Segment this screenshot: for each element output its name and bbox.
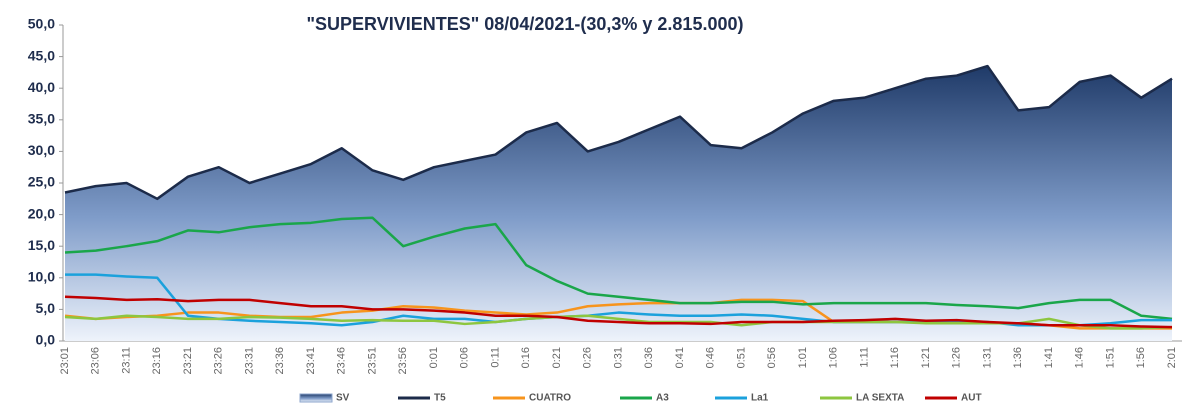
x-tick-label: 23:41 xyxy=(305,347,317,375)
x-tick-label: 0:46 xyxy=(705,347,717,368)
x-tick-label: 1:06 xyxy=(828,347,840,368)
legend-label: A3 xyxy=(656,393,669,404)
x-tick-label: 23:16 xyxy=(151,347,163,375)
x-tick-label: 0:06 xyxy=(459,347,471,368)
x-tick-label: 1:16 xyxy=(889,347,901,368)
x-tick-label: 23:56 xyxy=(397,347,409,375)
x-tick-label: 1:41 xyxy=(1043,347,1055,368)
line xyxy=(64,314,1173,330)
x-tick-label: 0:41 xyxy=(674,347,686,368)
legend-label: CUATRO xyxy=(529,393,571,404)
x-tick-label: 23:11 xyxy=(120,347,132,374)
x-tick-label: 1:46 xyxy=(1074,347,1086,368)
x-tick-label: 23:31 xyxy=(243,347,255,375)
chart-title: "SUPERVIVIENTES" 08/04/2021-(30,3% y 2.8… xyxy=(307,14,744,34)
x-tick-label: 0:01 xyxy=(428,347,440,368)
x-tick-label: 1:56 xyxy=(1135,347,1147,368)
legend-label: T5 xyxy=(434,393,446,404)
x-tick-label: 1:31 xyxy=(981,347,993,368)
y-tick-label: 25,0 xyxy=(28,174,55,190)
x-tick-label: 23:36 xyxy=(274,347,286,375)
x-tick-label: 2:01 xyxy=(1166,347,1178,368)
x-tick-label: 1:36 xyxy=(1012,347,1024,368)
x-tick-label: 0:16 xyxy=(520,347,532,368)
line xyxy=(64,64,1173,201)
y-tick-label: 40,0 xyxy=(28,79,55,95)
y-tick-label: 45,0 xyxy=(28,47,55,63)
x-tick-label: 23:06 xyxy=(90,347,102,375)
x-tick-label: 0:21 xyxy=(551,347,563,368)
y-tick-label: 0,0 xyxy=(36,332,56,348)
x-tick-label: 1:26 xyxy=(951,347,963,368)
x-tick-label: 0:36 xyxy=(643,347,655,368)
x-tick-label: 0:31 xyxy=(612,347,624,368)
x-tick-label: 1:01 xyxy=(797,347,809,368)
y-tick-label: 50,0 xyxy=(28,16,55,32)
x-tick-label: 1:51 xyxy=(1104,347,1116,368)
x-tick-label: 23:21 xyxy=(182,347,194,375)
x-tick-label: 0:56 xyxy=(766,347,778,368)
x-tick-label: 23:26 xyxy=(213,347,225,375)
y-tick-label: 10,0 xyxy=(28,269,55,285)
x-tick-label: 1:21 xyxy=(920,347,932,368)
area xyxy=(65,66,1172,341)
line xyxy=(64,216,1173,321)
y-tick-label: 5,0 xyxy=(36,300,56,316)
x-tick-label: 0:26 xyxy=(582,347,594,368)
x-tick-label: 0:11 xyxy=(489,347,501,368)
x-tick-label: 0:51 xyxy=(735,347,747,368)
y-tick-label: 30,0 xyxy=(28,142,55,158)
x-tick-label: 23:46 xyxy=(336,347,348,375)
legend-label: SV xyxy=(336,393,350,404)
legend-label: LA SEXTA xyxy=(856,393,904,404)
x-tick-label: 23:01 xyxy=(59,347,71,375)
y-tick-label: 15,0 xyxy=(28,237,55,253)
y-tick-label: 35,0 xyxy=(28,111,55,127)
line xyxy=(64,295,1173,329)
legend-label: La1 xyxy=(751,393,769,404)
y-tick-label: 20,0 xyxy=(28,205,55,221)
legend-swatch xyxy=(299,393,333,403)
x-tick-label: 23:51 xyxy=(366,347,378,375)
x-tick-label: 1:11 xyxy=(858,347,870,368)
legend-label: AUT xyxy=(961,393,982,404)
